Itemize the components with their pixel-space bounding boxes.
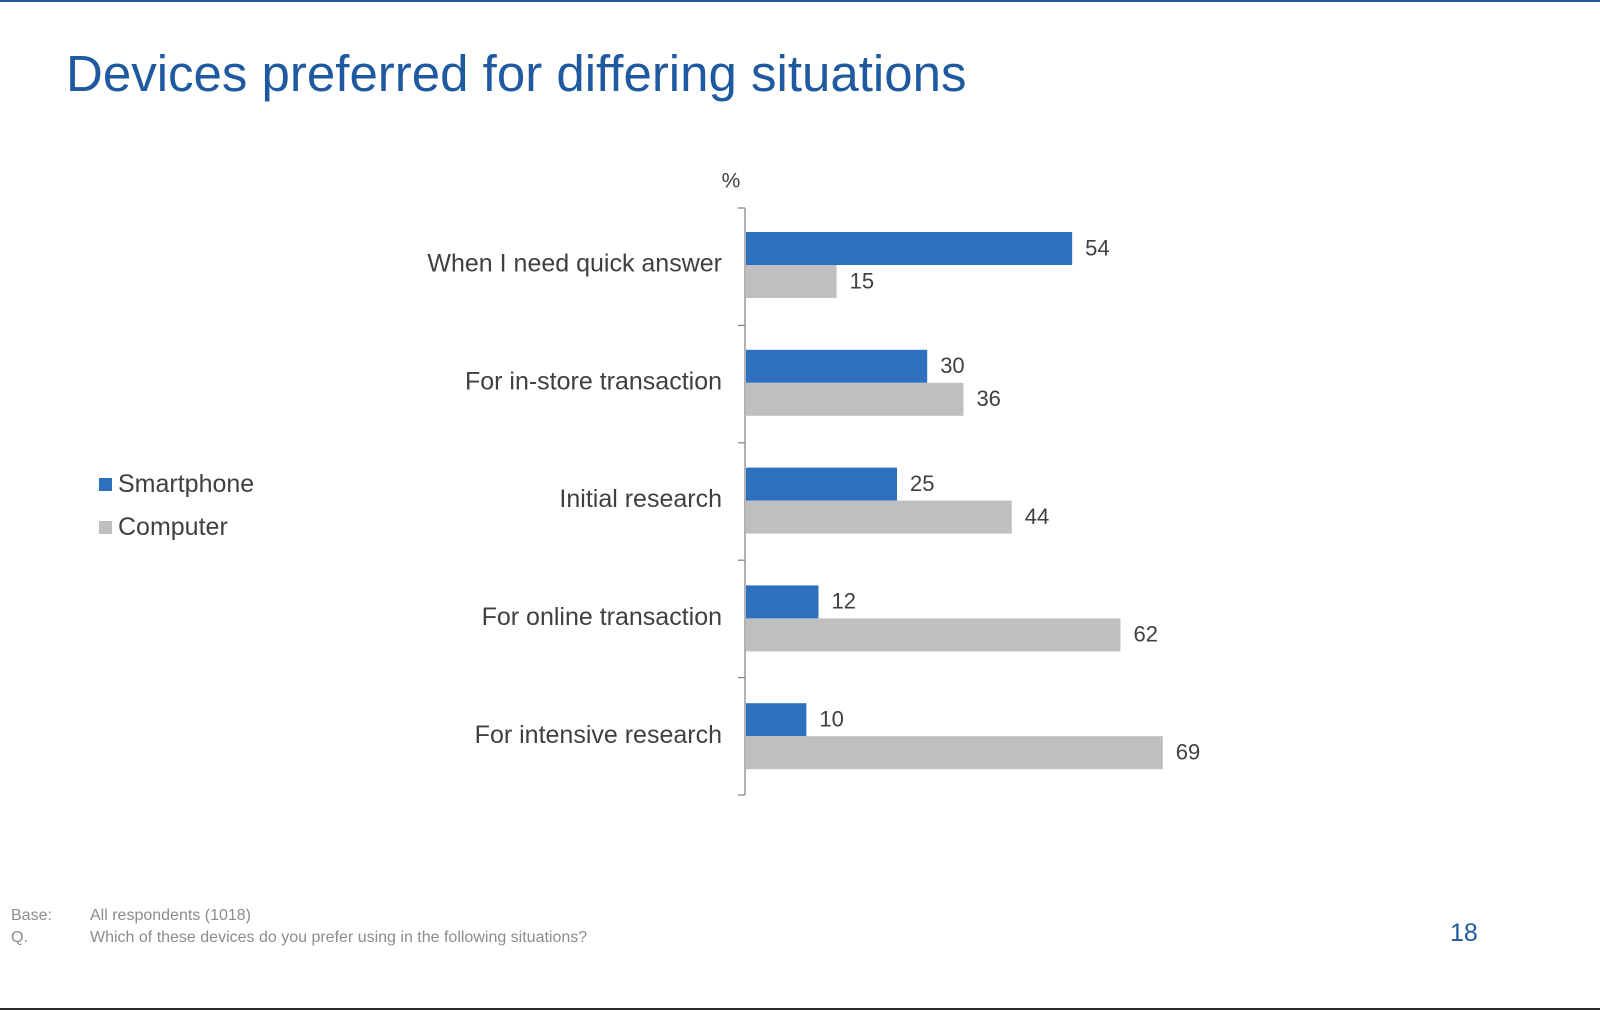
footnote: Base: All respondents (1018) Q. Which of… bbox=[11, 905, 587, 949]
data-label-computer: 62 bbox=[1133, 622, 1157, 647]
footnote-question-key: Q. bbox=[11, 929, 28, 946]
bar-computer bbox=[746, 736, 1163, 770]
legend-swatch-smartphone bbox=[99, 478, 112, 491]
bar-smartphone bbox=[746, 349, 928, 383]
bar-computer bbox=[746, 618, 1121, 652]
footnote-question-row: Q. Which of these devices do you prefer … bbox=[11, 927, 587, 949]
bar-smartphone bbox=[746, 232, 1073, 265]
axis-unit-label: % bbox=[722, 170, 741, 193]
data-label-computer: 15 bbox=[850, 268, 874, 293]
bar-smartphone bbox=[746, 585, 819, 619]
data-label-smartphone: 54 bbox=[1085, 235, 1109, 260]
legend-swatch-computer bbox=[99, 521, 112, 534]
data-label-smartphone: 12 bbox=[831, 589, 855, 614]
category-label: For online transaction bbox=[482, 603, 722, 631]
bar-computer bbox=[746, 500, 1012, 534]
category-label: Initial research bbox=[559, 485, 722, 513]
category-label: For intensive research bbox=[475, 721, 722, 749]
bar-computer bbox=[746, 265, 837, 298]
footnote-base-text: All respondents (1018) bbox=[90, 907, 251, 924]
footnote-base-row: Base: All respondents (1018) bbox=[11, 905, 587, 927]
data-label-smartphone: 30 bbox=[940, 353, 964, 378]
data-label-computer: 44 bbox=[1025, 504, 1049, 529]
bar-smartphone bbox=[746, 703, 807, 737]
category-label: When I need quick answer bbox=[427, 250, 722, 278]
legend-label-computer: Computer bbox=[118, 513, 228, 541]
data-label-smartphone: 25 bbox=[910, 471, 934, 496]
legend-item-smartphone: Smartphone bbox=[99, 463, 254, 506]
chart-legend: Smartphone Computer bbox=[99, 463, 254, 549]
data-label-smartphone: 10 bbox=[819, 707, 843, 732]
bar-computer bbox=[746, 382, 964, 416]
bottom-rule bbox=[0, 1008, 1600, 1010]
data-label-computer: 36 bbox=[976, 386, 1000, 411]
footnote-base-key: Base: bbox=[11, 907, 52, 924]
data-label-computer: 69 bbox=[1176, 740, 1200, 765]
footnote-question-text: Which of these devices do you prefer usi… bbox=[90, 929, 588, 946]
slide-title: Devices preferred for differing situatio… bbox=[66, 45, 967, 102]
bar-smartphone bbox=[746, 467, 897, 501]
page-number: 18 bbox=[1450, 919, 1478, 947]
legend-label-smartphone: Smartphone bbox=[118, 470, 255, 498]
category-label: For in-store transaction bbox=[465, 367, 722, 395]
legend-item-computer: Computer bbox=[99, 506, 254, 549]
top-rule bbox=[0, 0, 1600, 2]
